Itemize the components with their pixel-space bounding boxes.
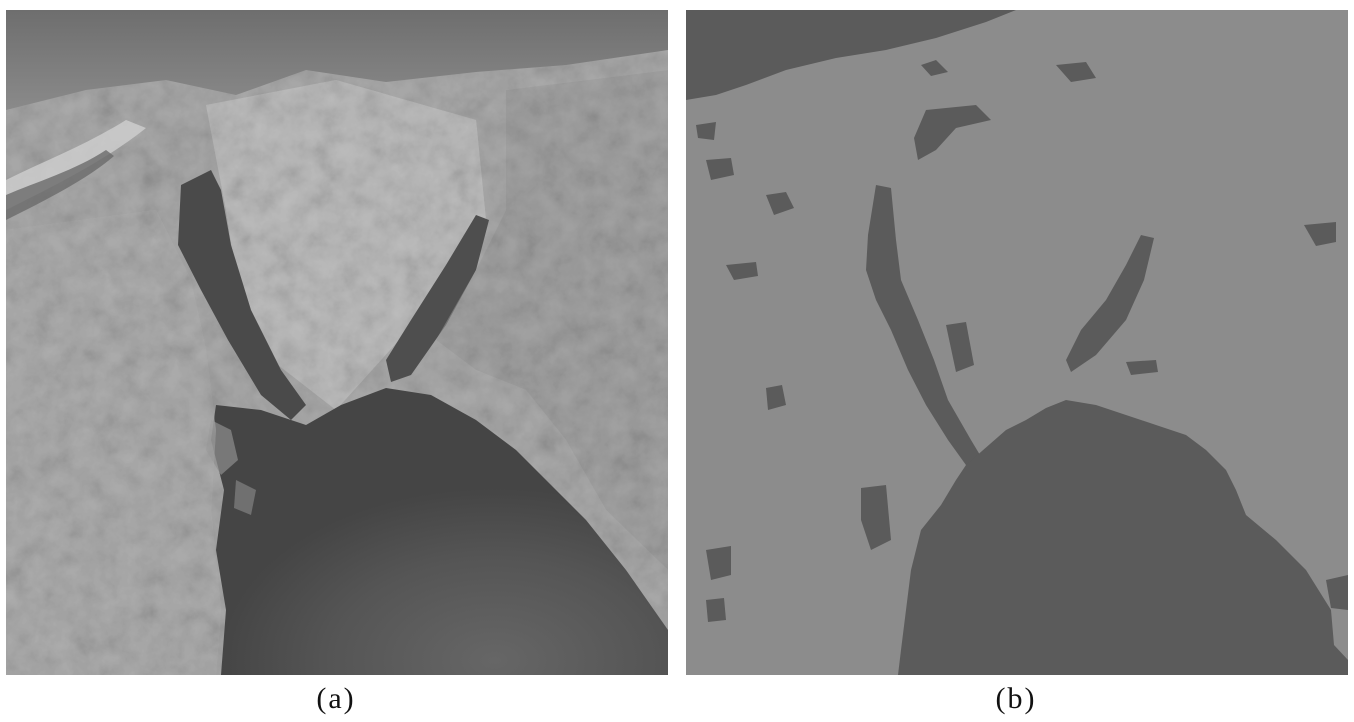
water-region-red-sea	[898, 400, 1348, 675]
water-region-gulf-suez	[866, 185, 986, 472]
water-region-north	[686, 10, 1016, 100]
satellite-image-panel	[6, 10, 668, 675]
segmentation-map	[686, 10, 1348, 675]
panel-b-caption: (b)	[995, 682, 1037, 715]
segmentation-map-panel	[686, 10, 1348, 675]
panel-a-caption: (a)	[316, 682, 356, 715]
satellite-image	[6, 10, 668, 675]
water-region-gulf-aqaba	[1066, 235, 1154, 372]
